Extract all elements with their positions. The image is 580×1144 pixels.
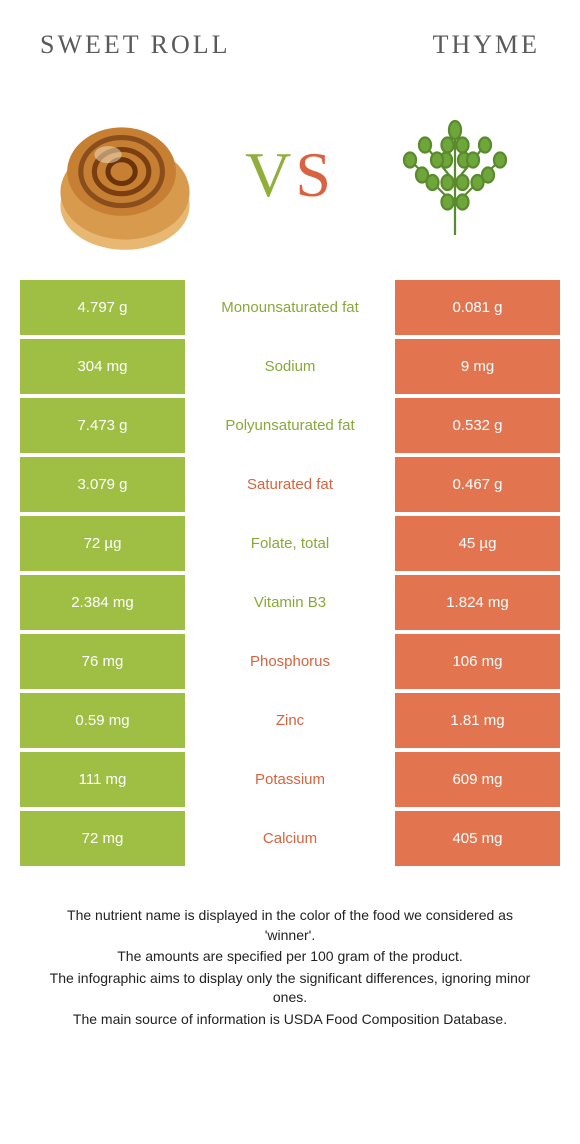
nutrient-name: Sodium <box>185 339 395 394</box>
hero-row: VS <box>20 80 560 270</box>
value-right: 1.81 mg <box>395 693 560 748</box>
vs-s: S <box>295 139 335 210</box>
sweet-roll-image <box>30 80 220 270</box>
table-row: 0.59 mgZinc1.81 mg <box>20 693 560 748</box>
value-left: 7.473 g <box>20 398 185 453</box>
nutrient-name: Folate, total <box>185 516 395 571</box>
value-left: 3.079 g <box>20 457 185 512</box>
value-left: 0.59 mg <box>20 693 185 748</box>
value-right: 0.081 g <box>395 280 560 335</box>
value-left: 304 mg <box>20 339 185 394</box>
footer-line: The nutrient name is displayed in the co… <box>40 906 540 945</box>
table-row: 4.797 gMonounsaturated fat0.081 g <box>20 280 560 335</box>
footer-line: The amounts are specified per 100 gram o… <box>40 947 540 967</box>
nutrient-name: Calcium <box>185 811 395 866</box>
footer-notes: The nutrient name is displayed in the co… <box>20 906 560 1030</box>
table-row: 72 µgFolate, total45 µg <box>20 516 560 571</box>
value-left: 72 mg <box>20 811 185 866</box>
title-left: SWEET ROLL <box>40 30 231 60</box>
table-row: 3.079 gSaturated fat0.467 g <box>20 457 560 512</box>
value-left: 2.384 mg <box>20 575 185 630</box>
title-right: THYME <box>433 30 540 60</box>
value-right: 45 µg <box>395 516 560 571</box>
titles-row: SWEET ROLL THYME <box>20 30 560 60</box>
nutrient-name: Phosphorus <box>185 634 395 689</box>
footer-line: The infographic aims to display only the… <box>40 969 540 1008</box>
nutrient-name: Monounsaturated fat <box>185 280 395 335</box>
value-left: 4.797 g <box>20 280 185 335</box>
nutrient-name: Vitamin B3 <box>185 575 395 630</box>
thyme-image <box>360 80 550 270</box>
table-row: 7.473 gPolyunsaturated fat0.532 g <box>20 398 560 453</box>
footer-line: The main source of information is USDA F… <box>40 1010 540 1030</box>
value-left: 76 mg <box>20 634 185 689</box>
value-left: 72 µg <box>20 516 185 571</box>
nutrient-name: Potassium <box>185 752 395 807</box>
nutrient-name: Zinc <box>185 693 395 748</box>
nutrient-table: 4.797 gMonounsaturated fat0.081 g304 mgS… <box>20 280 560 866</box>
table-row: 76 mgPhosphorus106 mg <box>20 634 560 689</box>
nutrient-name: Saturated fat <box>185 457 395 512</box>
vs-v: V <box>245 139 295 210</box>
value-right: 0.467 g <box>395 457 560 512</box>
vs-label: VS <box>245 138 335 212</box>
value-right: 1.824 mg <box>395 575 560 630</box>
value-right: 0.532 g <box>395 398 560 453</box>
value-right: 609 mg <box>395 752 560 807</box>
table-row: 304 mgSodium9 mg <box>20 339 560 394</box>
table-row: 2.384 mgVitamin B31.824 mg <box>20 575 560 630</box>
nutrient-name: Polyunsaturated fat <box>185 398 395 453</box>
value-right: 9 mg <box>395 339 560 394</box>
value-right: 106 mg <box>395 634 560 689</box>
value-left: 111 mg <box>20 752 185 807</box>
table-row: 111 mgPotassium609 mg <box>20 752 560 807</box>
value-right: 405 mg <box>395 811 560 866</box>
table-row: 72 mgCalcium405 mg <box>20 811 560 866</box>
